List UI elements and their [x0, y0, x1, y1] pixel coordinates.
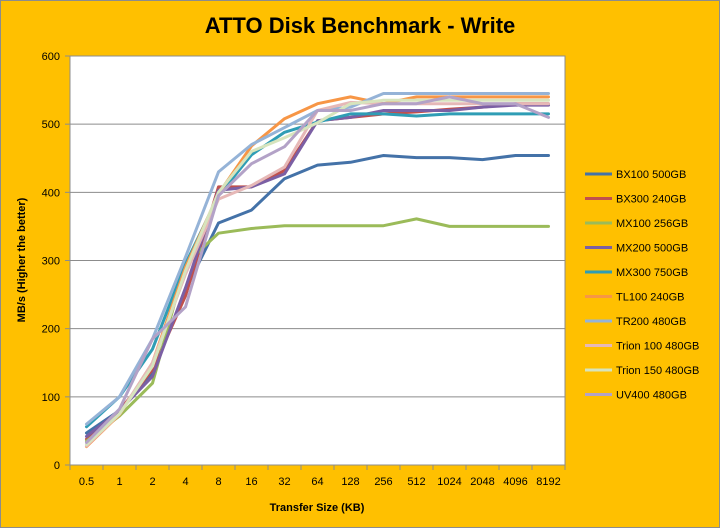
x-tick-label: 1024 [437, 476, 461, 488]
legend-label: Trion 100 480GB [616, 341, 699, 353]
x-tick-label: 8192 [536, 476, 560, 488]
y-tick-label: 100 [42, 392, 60, 404]
x-tick-label: 512 [407, 476, 425, 488]
legend-label: Trion 150 480GB [616, 365, 699, 377]
x-tick-label: 0.5 [79, 476, 94, 488]
legend-label: TR200 480GB [616, 316, 686, 328]
x-axis-label: Transfer Size (KB) [270, 502, 365, 514]
series-lines [85, 92, 550, 449]
x-tick-label: 128 [341, 476, 359, 488]
series-line [85, 95, 550, 444]
legend-label: UV400 480GB [616, 390, 687, 402]
x-tick-label: 64 [311, 476, 323, 488]
chart-title: ATTO Disk Benchmark - Write [205, 13, 516, 38]
legend-label: BX100 500GB [616, 169, 686, 181]
y-tick-label: 200 [42, 324, 60, 336]
x-tick-label: 2 [149, 476, 155, 488]
y-tick-label: 500 [42, 119, 60, 131]
y-tick-label: 300 [42, 256, 60, 268]
legend-label: BX300 240GB [616, 194, 686, 206]
x-tick-label: 4 [182, 476, 188, 488]
x-tick-label: 256 [374, 476, 392, 488]
legend-label: TL100 240GB [616, 292, 685, 304]
x-tick-label: 4096 [503, 476, 527, 488]
y-axis-label: MB/s (Higher the better) [16, 197, 28, 322]
x-tick-label: 16 [245, 476, 257, 488]
x-tick-label: 1 [116, 476, 122, 488]
legend-label: MX100 256GB [616, 218, 688, 230]
y-tick-label: 400 [42, 187, 60, 199]
y-tick-label: 0 [54, 460, 60, 472]
legend-label: MX300 750GB [616, 267, 688, 279]
x-tick-label: 32 [278, 476, 290, 488]
x-tick-label: 8 [215, 476, 221, 488]
x-tick-label: 2048 [470, 476, 494, 488]
x-tick-labels: 0.5 1 2 4 8 16 32 64 128 256 512 1024 2048 4096 8192 [79, 476, 561, 488]
y-tick-label: 600 [42, 51, 60, 63]
y-tick-labels: 0 100 200 300 400 500 600 [42, 51, 60, 472]
legend: BX100 500GB BX300 240GB MX100 256GB MX200 5… [585, 169, 699, 402]
legend-label: MX200 500GB [616, 243, 688, 255]
